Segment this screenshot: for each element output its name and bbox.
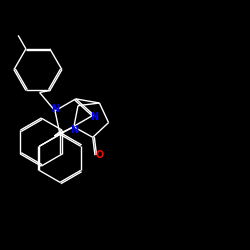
Text: N: N bbox=[90, 112, 98, 122]
Text: N: N bbox=[52, 104, 60, 114]
Text: O: O bbox=[95, 150, 104, 160]
Text: N: N bbox=[70, 124, 78, 134]
